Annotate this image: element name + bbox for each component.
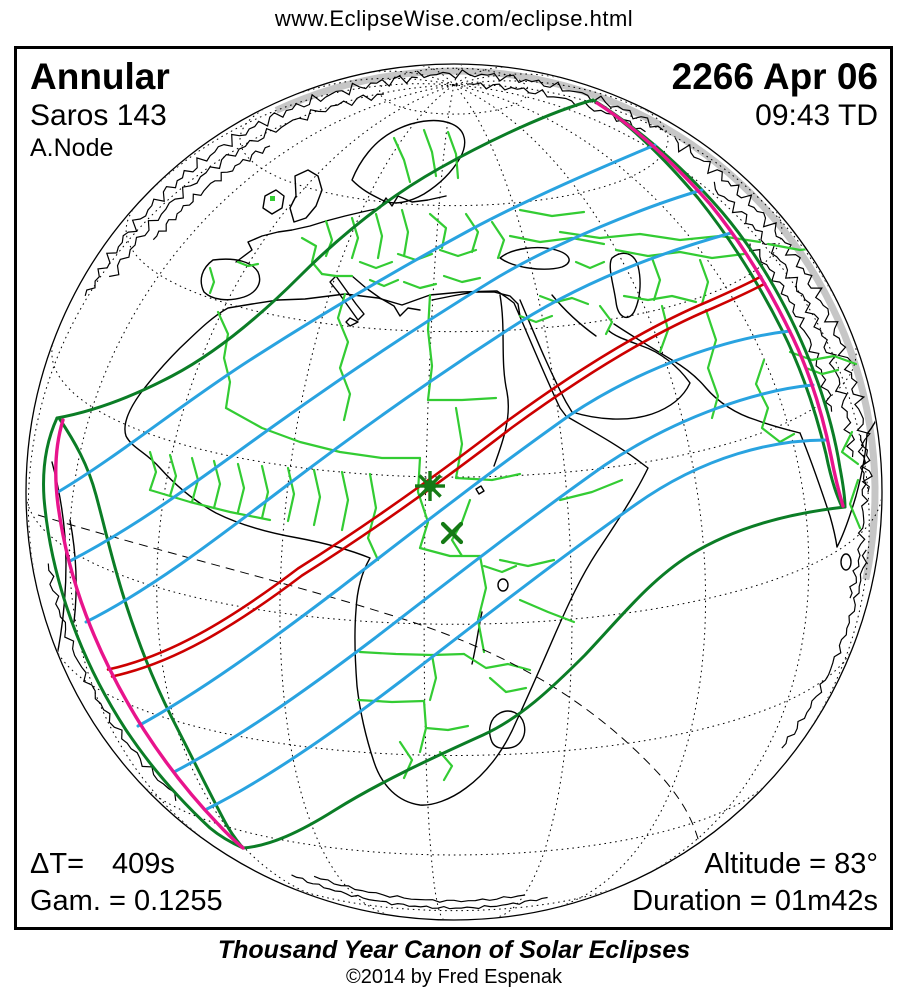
graticule-line — [287, 77, 455, 99]
graticule-line — [453, 84, 707, 908]
graticule-line — [239, 103, 669, 207]
greatest-eclipse-marker — [415, 471, 445, 501]
graticule-line — [138, 781, 770, 856]
limb-coast-squiggle — [468, 82, 646, 133]
limb-coast-squiggle — [749, 243, 833, 412]
altitude-value: Altitude = 83° — [704, 848, 878, 880]
greatest-duration-marker — [440, 521, 464, 545]
limb-coast-squiggle — [416, 69, 664, 131]
east-rise-set — [595, 101, 845, 508]
graticule-line — [453, 84, 855, 340]
graticule-line — [423, 84, 455, 919]
sri-lanka — [840, 553, 852, 571]
sicily — [345, 317, 359, 327]
africa-coast — [124, 290, 649, 806]
obscuration-contours — [56, 143, 828, 812]
rise-set-curves — [54, 101, 845, 850]
gamma-value: Gam. = 0.1255 — [30, 885, 223, 918]
east-inner-limit — [591, 98, 844, 509]
eclipse-type: Annular — [30, 56, 170, 97]
limb-coast-squiggle — [674, 137, 873, 493]
lake-victoria — [497, 578, 509, 592]
graticule-line — [453, 65, 463, 86]
caspian-sea — [609, 252, 641, 319]
graticule-line — [453, 66, 508, 86]
delta-t-label: ΔT= — [30, 848, 85, 880]
graticule-line — [280, 882, 628, 912]
delta-t-value: 409s — [112, 848, 175, 880]
graticule-line — [379, 67, 529, 115]
nile-river — [493, 294, 509, 467]
graticule-line — [453, 84, 573, 919]
limb-coast-squiggle — [849, 434, 869, 599]
west-limb-limit — [42, 416, 245, 850]
coastlines — [49, 119, 881, 806]
northern-limit — [55, 98, 595, 420]
graticule-line — [453, 73, 576, 86]
saros-series: Saros 143 — [30, 98, 167, 132]
globe-outline — [25, 63, 883, 921]
limb-coast-squiggle — [84, 75, 418, 297]
limb-coast-squiggle — [291, 874, 548, 910]
ecliptic-dashed-line — [37, 514, 700, 843]
italy-coast — [329, 275, 365, 321]
copyright: ©2014 by Fred Espenak — [346, 966, 562, 988]
eclipse-date: 2266 Apr 06 — [671, 56, 878, 97]
graticule-line — [453, 84, 810, 877]
limb-coast-squiggle — [108, 93, 384, 278]
west-inner-limit — [57, 416, 245, 850]
map-frame — [14, 46, 893, 930]
graticule-line — [27, 84, 455, 618]
india-coast — [799, 409, 881, 548]
eclipse-curves — [42, 98, 847, 850]
france-northsea-coast — [235, 195, 447, 263]
graticule-line — [126, 83, 455, 217]
graticule-layer — [27, 65, 881, 919]
tigris-river — [551, 294, 597, 337]
eclipse-params-left: ΔT= 409s Gam. = 0.1255 — [30, 846, 223, 920]
penumbral-limit-curves — [42, 98, 847, 850]
canon-title: Thousand Year Canon of Solar Eclipses — [217, 936, 691, 964]
delta-t-row: ΔT= 409s — [30, 846, 223, 883]
arabia-coast — [519, 299, 691, 420]
eclipse-date-block: 2266 Apr 06 09:43 TD — [672, 56, 878, 134]
south-asia-coast — [613, 323, 801, 434]
central-path — [106, 275, 767, 678]
eclipse-type-block: Annular Saros 143 A.Node — [30, 56, 170, 163]
west-rise-set — [54, 418, 245, 850]
page-url: www.EclipseWise.com/eclipse.html — [274, 6, 634, 31]
southern-limit — [241, 505, 847, 850]
east-limb-limit — [593, 99, 847, 509]
anatolia-levant-coast — [431, 291, 521, 317]
black-sea — [499, 246, 570, 270]
south-america-inner — [69, 519, 77, 623]
graticule-line — [27, 496, 881, 625]
eclipse-markers — [415, 471, 464, 545]
n-ireland-border — [270, 196, 275, 201]
node-type: A.Node — [30, 133, 114, 162]
duration-value: Duration = 01m42s — [632, 885, 878, 918]
eclipse-time: 09:43 TD — [755, 98, 878, 132]
eclipse-params-right: Altitude = 83° Duration = 01m42s — [632, 846, 878, 920]
graticule-line — [279, 84, 455, 917]
limb-coast-squiggle — [152, 145, 271, 241]
limb-coast-squiggle — [781, 549, 868, 749]
limb-coast-squiggle — [47, 563, 177, 801]
small-lake — [475, 485, 485, 495]
limb-coast-squiggle — [713, 181, 856, 458]
madagascar-coast — [488, 710, 526, 750]
britain-coast — [289, 169, 323, 223]
ireland-coast — [262, 189, 285, 215]
limb-coast-squiggle — [313, 875, 526, 903]
